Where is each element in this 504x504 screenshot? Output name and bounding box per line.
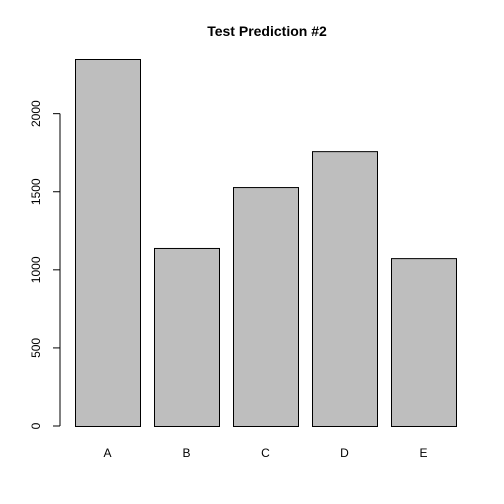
y-tick-label: 0 <box>29 422 43 429</box>
x-tick-label: B <box>182 446 190 460</box>
x-tick-label: C <box>261 446 270 460</box>
x-axis-labels: A B C D E <box>103 446 427 460</box>
x-tick-label: A <box>103 446 111 460</box>
bar-E <box>391 258 457 428</box>
y-tick-label: 500 <box>29 338 43 358</box>
bar-D <box>312 151 378 428</box>
chart-title: Test Prediction #2 <box>207 23 327 39</box>
y-tick-label: 1500 <box>29 178 43 205</box>
bar-B <box>154 247 220 427</box>
y-axis: 0 500 1000 1500 2000 <box>29 100 61 429</box>
x-tick-label: E <box>419 446 427 460</box>
bar-C <box>233 187 299 427</box>
y-tick-label: 2000 <box>29 100 43 127</box>
y-tick-label: 1000 <box>29 256 43 283</box>
bars <box>75 59 457 428</box>
bar-A <box>75 59 141 427</box>
x-tick-label: D <box>340 446 349 460</box>
